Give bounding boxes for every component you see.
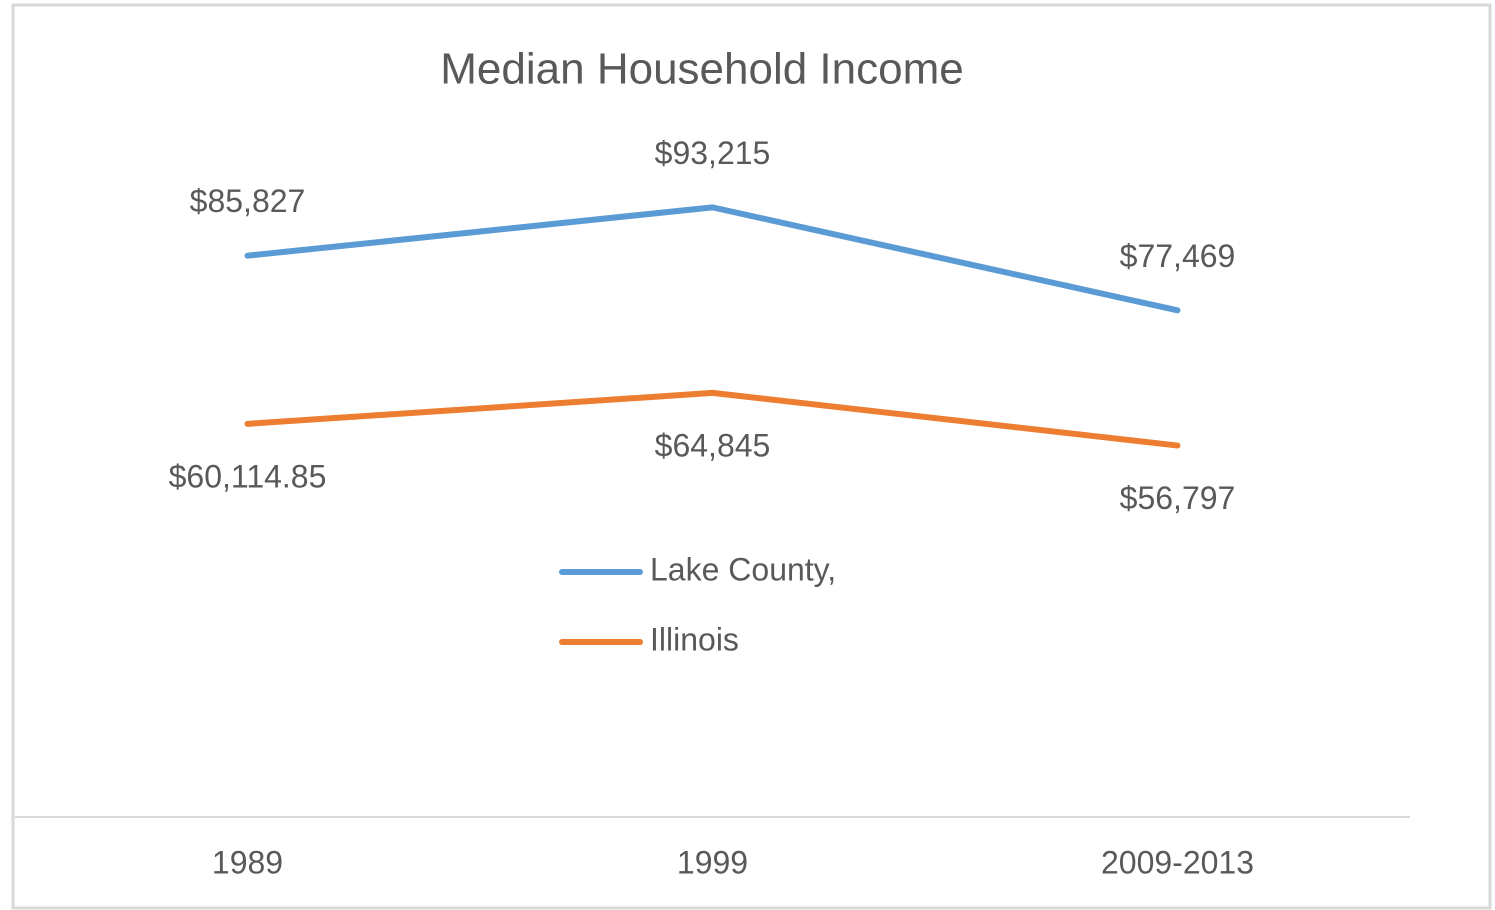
legend-label: Illinois: [650, 621, 739, 657]
series-line: [244, 204, 1181, 314]
x-tick-label: 2009-2013: [1101, 844, 1254, 880]
data-label: $85,827: [190, 183, 306, 219]
data-label: $60,114.85: [169, 458, 327, 494]
x-tick-label: 1999: [677, 844, 748, 880]
data-label: $56,797: [1120, 480, 1236, 516]
x-tick-label: 1989: [212, 844, 283, 880]
data-label: $64,845: [655, 427, 771, 463]
data-label: $77,469: [1120, 238, 1236, 274]
chart-border: [11, 3, 1492, 910]
data-label: $93,215: [655, 135, 771, 171]
legend-label: Lake County,: [650, 551, 836, 587]
series-line: [244, 389, 1181, 449]
chart-title: Median Household Income: [440, 45, 963, 94]
